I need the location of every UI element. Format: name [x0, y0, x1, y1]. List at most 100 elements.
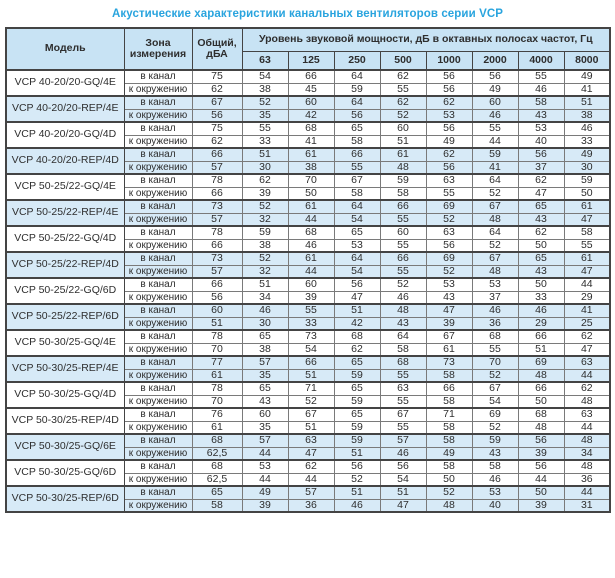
zone-cell: к окружению: [123, 238, 193, 253]
table-row: VCP 40-20/20-REP/4D в канал 66 51 61 66 61 62 59…: [5, 147, 611, 175]
spl-value-cell: 65: [333, 121, 381, 136]
spl-value-cell: 38: [241, 238, 289, 253]
column-header-frequency: 125: [287, 50, 335, 71]
spl-value-cell: 66: [425, 381, 473, 396]
spl-value-cell: 41: [471, 160, 519, 175]
total-dba-cell: 61: [191, 368, 243, 383]
spl-value-cell: 36: [471, 316, 519, 331]
column-header-frequency: 2000: [471, 50, 519, 71]
table-row: VCP 50-30/25-GQ/6D в канал 68 53 62 56 56 58 58 5…: [5, 459, 611, 487]
spl-value-cell: 58: [425, 368, 473, 383]
spl-value-cell: 46: [333, 498, 381, 513]
spl-value-cell: 62: [563, 381, 611, 396]
spl-value-cell: 59: [379, 173, 427, 188]
spl-value-cell: 44: [563, 368, 611, 383]
spl-value-cell: 64: [333, 199, 381, 214]
spl-value-cell: 62: [517, 173, 565, 188]
spl-value-cell: 55: [379, 368, 427, 383]
table-row: VCP 50-25/22-REP/4D в канал 73 52 61 64 66 69 67…: [5, 251, 611, 279]
model-cell: VCP 50-30/25-GQ/6D: [5, 459, 125, 487]
spl-value-cell: 55: [379, 238, 427, 253]
spl-value-cell: 48: [425, 498, 473, 513]
total-dba-cell: 66: [191, 277, 243, 292]
table-row: к окружению 66 39 50 58 58 55 52 47 50: [6, 186, 611, 201]
spl-value-cell: 33: [563, 134, 611, 149]
zone-cell: в канал: [123, 251, 193, 266]
spl-value-cell: 59: [333, 420, 381, 435]
spl-value-cell: 44: [471, 134, 519, 149]
spl-value-cell: 25: [563, 316, 611, 331]
spl-value-cell: 50: [517, 277, 565, 292]
spl-value-cell: 70: [287, 173, 335, 188]
spl-value-cell: 51: [563, 95, 611, 110]
spl-value-cell: 35: [241, 420, 289, 435]
model-cell: VCP 50-30/25-REP/6D: [5, 485, 125, 513]
spl-value-cell: 36: [287, 498, 335, 513]
spl-value-cell: 44: [563, 485, 611, 500]
spl-value-cell: 65: [517, 251, 565, 266]
table-row: VCP 50-25/22-REP/4E в канал 73 52 61 64 66 69 67…: [5, 199, 611, 227]
spl-value-cell: 43: [517, 264, 565, 279]
spl-value-cell: 43: [425, 290, 473, 305]
spl-value-cell: 44: [563, 420, 611, 435]
spl-value-cell: 39: [517, 446, 565, 461]
spl-value-cell: 46: [287, 238, 335, 253]
spl-value-cell: 48: [379, 303, 427, 318]
spl-value-cell: 56: [333, 108, 381, 123]
spl-value-cell: 52: [241, 199, 289, 214]
spl-value-cell: 30: [241, 316, 289, 331]
spl-value-cell: 59: [471, 433, 519, 448]
spl-value-cell: 53: [425, 277, 473, 292]
spl-value-cell: 58: [425, 459, 473, 474]
zone-cell: в канал: [123, 277, 193, 292]
spl-value-cell: 48: [563, 459, 611, 474]
zone-cell: в канал: [123, 173, 193, 188]
spl-value-cell: 52: [471, 186, 519, 201]
spl-value-cell: 47: [425, 303, 473, 318]
spl-value-cell: 58: [425, 394, 473, 409]
spl-value-cell: 55: [379, 212, 427, 227]
total-dba-cell: 68: [191, 433, 243, 448]
spl-value-cell: 58: [471, 459, 519, 474]
zone-cell: в канал: [123, 433, 193, 448]
spl-value-cell: 52: [241, 95, 289, 110]
column-header-model: Модель: [5, 27, 125, 71]
zone-cell: к окружению: [123, 472, 193, 487]
spl-value-cell: 65: [333, 407, 381, 422]
model-cell: VCP 40-20/20-REP/4E: [5, 95, 125, 123]
spl-value-cell: 59: [241, 225, 289, 240]
spl-value-cell: 58: [379, 186, 427, 201]
spl-value-cell: 62: [379, 69, 427, 84]
spl-value-cell: 68: [517, 407, 565, 422]
spl-value-cell: 55: [379, 420, 427, 435]
spl-value-cell: 68: [287, 121, 335, 136]
spl-value-cell: 54: [333, 264, 381, 279]
spl-value-cell: 49: [471, 82, 519, 97]
total-dba-cell: 77: [191, 355, 243, 370]
zone-cell: к окружению: [123, 264, 193, 279]
spl-value-cell: 55: [563, 238, 611, 253]
spl-value-cell: 65: [333, 381, 381, 396]
table-row: VCP 50-30/25-REP/4D в канал 76 60 67 65 67 71 69…: [5, 407, 611, 435]
total-dba-cell: 78: [191, 225, 243, 240]
model-cell: VCP 50-25/22-REP/4D: [5, 251, 125, 279]
spl-value-cell: 50: [517, 394, 565, 409]
spl-value-cell: 39: [425, 316, 473, 331]
spl-value-cell: 49: [241, 485, 289, 500]
spl-value-cell: 53: [425, 108, 473, 123]
spl-value-cell: 54: [471, 394, 519, 409]
spl-value-cell: 55: [517, 69, 565, 84]
spl-value-cell: 66: [379, 251, 427, 266]
spl-value-cell: 62: [287, 459, 335, 474]
spl-value-cell: 52: [379, 108, 427, 123]
spl-value-cell: 64: [333, 69, 381, 84]
spl-value-cell: 44: [241, 446, 289, 461]
spl-value-cell: 47: [517, 186, 565, 201]
spl-value-cell: 56: [517, 459, 565, 474]
total-dba-cell: 56: [191, 290, 243, 305]
spl-value-cell: 55: [287, 303, 335, 318]
spl-value-cell: 62: [241, 173, 289, 188]
spl-value-cell: 46: [379, 290, 427, 305]
column-header-frequency: 4000: [517, 50, 565, 71]
total-dba-cell: 58: [191, 498, 243, 513]
